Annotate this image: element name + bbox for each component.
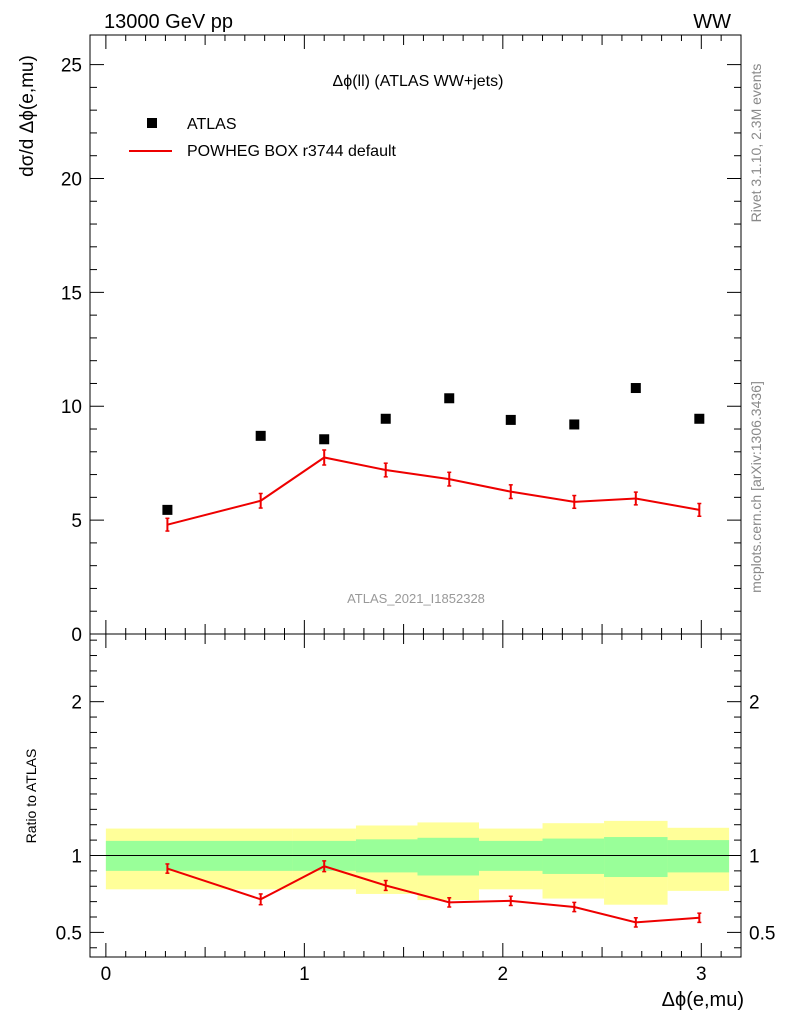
ratio-y-tick-label-right: 1 [749, 846, 760, 867]
x-axis-label: Δϕ(e,mu) [662, 989, 744, 1011]
ratio-plot-content [165, 860, 702, 928]
ratio-y-axis-label: Ratio to ATLAS [23, 749, 39, 844]
main-y-tick-label: 20 [61, 169, 82, 190]
ratio-y-tick-label-right: 2 [749, 693, 760, 714]
atlas-data-point [380, 413, 391, 424]
x-tick-label: 2 [498, 964, 509, 985]
powheg-main-line [167, 456, 700, 526]
ratio-y-tick-label: 0.5 [56, 923, 82, 944]
atlas-data-point [505, 414, 516, 425]
legend-marker-atlas [147, 118, 157, 128]
header-right-label: WW [693, 11, 731, 33]
legend: ATLAS POWHEG BOX r3744 default [129, 116, 397, 160]
legend-label-powheg: POWHEG BOX r3744 default [187, 143, 397, 160]
legend-label-atlas: ATLAS [187, 116, 237, 133]
main-y-tick-label: 5 [71, 511, 82, 532]
main-y-axis-label: dσ/d Δϕ(e,mu) [17, 55, 38, 177]
x-tick-label: 1 [299, 964, 310, 985]
mcplots-label: mcplots.cern.ch [arXiv:1306.3436] [748, 381, 764, 593]
ratio-inner-band [667, 840, 730, 873]
atlas-data-point [444, 393, 455, 404]
rivet-version-label: Rivet 3.1.10, 2.3M events [748, 64, 764, 223]
atlas-data-point [255, 430, 266, 441]
main-y-tick-label: 15 [61, 283, 82, 304]
main-plot-content [162, 383, 705, 532]
atlas-data-point [162, 504, 173, 515]
atlas-data-point [319, 434, 330, 445]
atlas-data-point [569, 419, 580, 430]
ratio-inner-band [542, 838, 605, 874]
ratio-y-tick-label: 2 [71, 693, 82, 714]
x-tick-label: 0 [101, 964, 112, 985]
ratio-bands [90, 820, 741, 905]
ratio-y-tick-label: 1 [71, 846, 82, 867]
ratio-inner-band [417, 837, 480, 876]
main-y-tick-label: 10 [61, 397, 82, 418]
atlas-data-point [694, 413, 705, 424]
atlas-data-point [630, 383, 641, 394]
main-y-tick-label: 0 [71, 625, 82, 646]
header-left-label: 13000 GeV pp [104, 11, 233, 33]
ratio-y-tick-label-right: 0.5 [749, 923, 775, 944]
plot-title: Δϕ(ll) (ATLAS WW+jets) [333, 73, 504, 90]
ratio-inner-band [604, 837, 668, 878]
analysis-watermark: ATLAS_2021_I1852328 [347, 591, 485, 606]
ratio-plot-frame [89, 633, 742, 958]
x-tick-label: 3 [696, 964, 707, 985]
main-y-tick-label: 25 [61, 56, 82, 77]
